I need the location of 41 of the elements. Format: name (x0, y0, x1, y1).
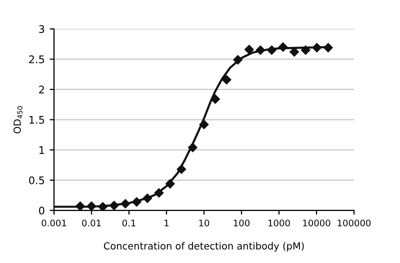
point (132, 197, 142, 207)
point (278, 42, 288, 52)
y-tick-label: 2 (39, 86, 44, 94)
x-tick-label: 1000 (268, 220, 290, 226)
y-tick-label: 1 (39, 146, 44, 154)
point (154, 188, 164, 198)
y-tick-label: 1.5 (30, 116, 44, 124)
point (290, 47, 299, 57)
point (233, 55, 242, 64)
x-tick-label: 1 (164, 220, 169, 226)
x-tick-label: 10000 (303, 220, 330, 226)
y-tick-label: 2.5 (29, 55, 44, 64)
point (76, 202, 85, 210)
point (222, 75, 232, 84)
x-tick-label: 0.1 (122, 220, 136, 226)
point (142, 194, 152, 203)
point (267, 45, 276, 55)
point (300, 45, 310, 55)
point (176, 164, 186, 174)
x-tick-label: 100000 (338, 220, 371, 226)
point (109, 200, 119, 210)
point (324, 43, 333, 52)
point (244, 44, 254, 54)
point (199, 120, 209, 130)
point (256, 45, 266, 55)
point (166, 179, 175, 188)
x-tick-label: 0.001 (42, 220, 66, 226)
point (86, 202, 96, 210)
x-tick-label: 0.01 (82, 220, 101, 226)
x-axis-title: Concentration of detection antibody (pM) (104, 242, 304, 252)
x-tick-label: 10 (199, 220, 210, 226)
x-tick-label: 100 (234, 220, 250, 226)
point (210, 94, 220, 104)
point (120, 199, 130, 208)
point (98, 202, 108, 210)
y-tick-label: 0.5 (29, 176, 44, 184)
y-axis-title: OD$_{450}$ (14, 106, 22, 134)
y-tick-label: 3 (39, 25, 44, 34)
point (312, 43, 322, 52)
y-tick-label: 0 (39, 206, 44, 215)
point (188, 142, 198, 152)
